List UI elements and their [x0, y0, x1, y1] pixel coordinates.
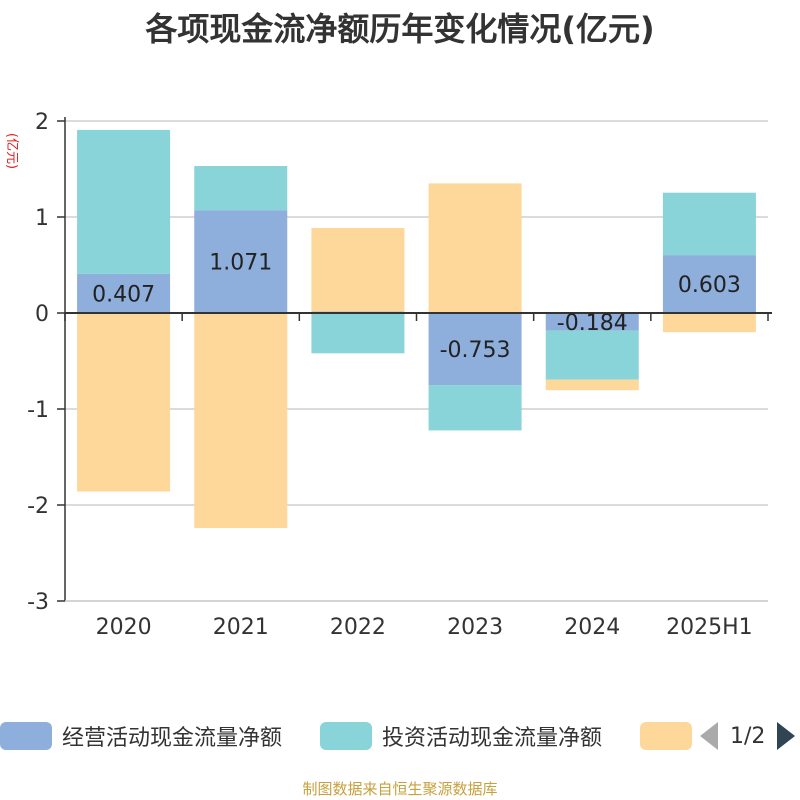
- bar-2023-series-0: [428, 313, 522, 386]
- data-label: -0.753: [440, 338, 511, 363]
- legend-item-investing[interactable]: 投资活动现金流量净额: [320, 716, 602, 756]
- x-tick-label: 2024: [564, 615, 620, 640]
- bar-2020-series-0: [77, 273, 171, 313]
- data-label: 1.071: [209, 251, 272, 276]
- bar-2025H1-series-2: [662, 313, 756, 333]
- x-tick-label: 2025H1: [666, 615, 753, 640]
- grid-lines: [65, 120, 768, 602]
- legend: 经营活动现金流量净额 投资活动现金流量净额 1/2: [0, 716, 800, 756]
- y-tick-label: -3: [27, 590, 49, 615]
- data-label: -0.184: [557, 311, 628, 336]
- source-note: 制图数据来自恒生聚源数据库: [302, 780, 498, 798]
- legend-swatch-investing: [320, 722, 372, 750]
- bar-2025H1-series-0: [662, 255, 756, 313]
- legend-item-operating[interactable]: 经营活动现金流量净额: [0, 716, 282, 756]
- bar-2021-series-2: [194, 313, 288, 529]
- bar-2020-series-1: [77, 129, 171, 274]
- plot-area: (亿元) 2 1 0 -1 -2 -3 2020 2021 2022 2023 2024 2025H1…: [4, 110, 772, 640]
- legend-label-investing: 投资活动现金流量净额: [382, 726, 603, 751]
- data-labels: 0.407 1.071 -0.753 -0.184 0.603: [92, 251, 741, 364]
- bar-2021-series-0: [194, 210, 288, 313]
- bar-2021-series-1: [194, 166, 288, 211]
- bar-2023-series-2: [428, 183, 522, 313]
- legend-swatch-financing: [640, 722, 692, 750]
- bar-2024-series-1: [545, 330, 639, 380]
- bar-2024-series-0: [545, 313, 639, 331]
- y-tick-label: 0: [35, 302, 49, 327]
- legend-prev-page-icon[interactable]: [700, 722, 718, 750]
- x-tick-label: 2023: [447, 615, 503, 640]
- bars: [77, 129, 756, 529]
- bar-2023-series-1: [428, 385, 522, 431]
- bar-2025H1-series-1: [662, 192, 756, 256]
- data-label: 0.603: [678, 273, 741, 298]
- y-tick-label: -2: [27, 494, 49, 519]
- chart-title: 各项现金流净额历年变化情况(亿元): [145, 10, 655, 48]
- x-tick-label: 2020: [96, 615, 152, 640]
- legend-swatch-operating: [0, 722, 52, 750]
- legend-pager: 1/2: [700, 716, 796, 756]
- legend-next-page-icon[interactable]: [777, 722, 796, 750]
- axes: 2 1 0 -1 -2 -3 2020 2021 2022 2023 2024 2025H1: [27, 110, 772, 640]
- x-tick-label: 2021: [213, 615, 269, 640]
- x-tick-label: 2022: [330, 615, 386, 640]
- bar-2022-series-2: [311, 228, 405, 312]
- y-tick-label: 2: [35, 110, 49, 135]
- y-tick-label: -1: [27, 398, 49, 423]
- bar-2024-series-2: [545, 379, 639, 391]
- bar-2020-series-2: [77, 313, 171, 492]
- legend-item-financing[interactable]: [640, 716, 702, 756]
- y-tick-label: 1: [35, 206, 49, 231]
- legend-page-indicator: 1/2: [730, 723, 766, 749]
- legend-label-operating: 经营活动现金流量净额: [62, 726, 283, 751]
- data-label: 0.407: [92, 282, 155, 307]
- bar-2022-series-1: [311, 313, 405, 354]
- y-axis-label: (亿元): [4, 133, 19, 169]
